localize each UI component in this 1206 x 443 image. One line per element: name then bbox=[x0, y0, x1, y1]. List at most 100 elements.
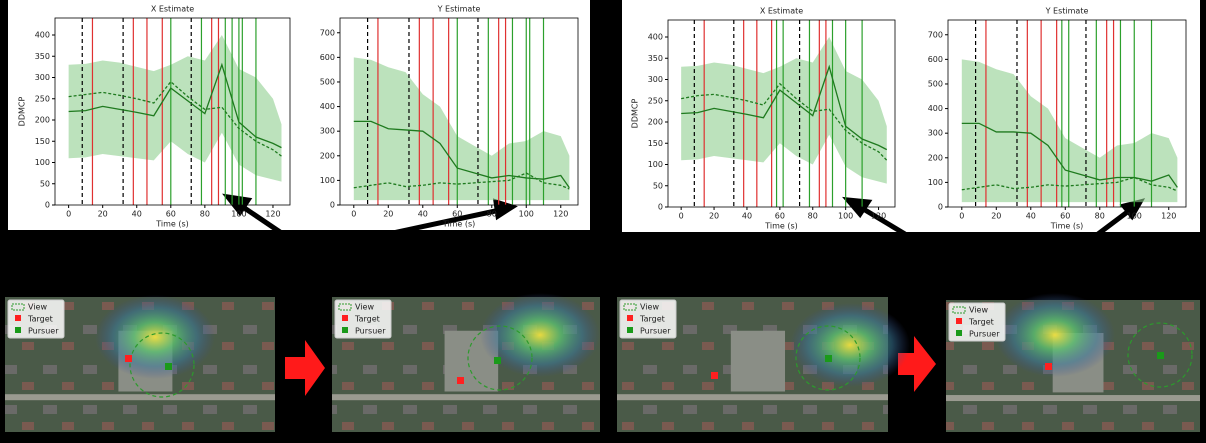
y-tick-label: 400 bbox=[648, 33, 663, 42]
target-marker bbox=[457, 377, 464, 384]
x-tick-label: 120 bbox=[265, 210, 280, 219]
x-axis-label: Time (s) bbox=[1050, 222, 1084, 231]
y-tick-label: 200 bbox=[320, 151, 335, 160]
legend-label: Pursuer bbox=[969, 330, 1000, 339]
y-tick-label: 600 bbox=[320, 53, 335, 62]
legend-swatch-pursuer bbox=[15, 327, 21, 333]
map-panel: View Target Pursuer bbox=[946, 293, 1200, 432]
chart-title: X Estimate bbox=[151, 5, 194, 14]
x-tick-label: 20 bbox=[383, 210, 393, 219]
x-tick-label: 0 bbox=[959, 212, 964, 221]
legend-swatch-target bbox=[342, 315, 348, 321]
y-tick-label: 600 bbox=[928, 55, 943, 64]
heatmap bbox=[790, 303, 910, 387]
y-tick-label: 700 bbox=[320, 28, 335, 37]
x-tick-label: 80 bbox=[487, 210, 497, 219]
target-marker bbox=[1045, 363, 1052, 370]
x-tick-label: 40 bbox=[1026, 212, 1036, 221]
x-tick-label: 80 bbox=[200, 210, 210, 219]
chart-title: Y Estimate bbox=[1045, 7, 1089, 16]
x-tick-label: 100 bbox=[519, 210, 534, 219]
y-tick-label: 0 bbox=[938, 203, 943, 212]
y-tick-label: 500 bbox=[320, 77, 335, 86]
legend-label: Pursuer bbox=[28, 327, 59, 336]
y-tick-label: 150 bbox=[35, 137, 50, 146]
x-tick-label: 60 bbox=[166, 210, 176, 219]
target-marker bbox=[711, 372, 718, 379]
x-tick-label: 0 bbox=[66, 210, 71, 219]
map-panel: View Target Pursuer bbox=[5, 295, 275, 432]
pursuer-marker bbox=[165, 363, 172, 370]
x-tick-label: 0 bbox=[351, 210, 356, 219]
heatmap bbox=[995, 293, 1115, 377]
x-tick-label: 20 bbox=[991, 212, 1001, 221]
x-tick-label: 60 bbox=[1060, 212, 1070, 221]
road bbox=[617, 394, 888, 400]
y-tick-label: 400 bbox=[928, 104, 943, 113]
y-tick-label: 400 bbox=[320, 102, 335, 111]
y-tick-label: 300 bbox=[35, 73, 50, 82]
y-tick-label: 200 bbox=[35, 116, 50, 125]
x-tick-label: 60 bbox=[452, 210, 462, 219]
legend-swatch-pursuer bbox=[342, 327, 348, 333]
x-axis-label: Time (s) bbox=[442, 220, 476, 229]
legend-swatch-target bbox=[15, 315, 21, 321]
chart-title: Y Estimate bbox=[437, 5, 481, 14]
parking-lot bbox=[731, 331, 785, 392]
heatmap bbox=[480, 293, 600, 377]
x-tick-label: 80 bbox=[1095, 212, 1105, 221]
road bbox=[5, 394, 275, 400]
x-tick-label: 100 bbox=[838, 212, 853, 221]
x-tick-label: 40 bbox=[132, 210, 142, 219]
y-tick-label: 150 bbox=[648, 139, 663, 148]
y-tick-label: 0 bbox=[45, 201, 50, 210]
pursuer-marker bbox=[825, 355, 832, 362]
legend-label: Target bbox=[639, 315, 665, 324]
y-tick-label: 200 bbox=[648, 118, 663, 127]
map-panel: View Target Pursuer bbox=[617, 297, 910, 432]
y-tick-label: 300 bbox=[928, 129, 943, 138]
y-tick-label: 350 bbox=[648, 54, 663, 63]
y-axis-label: DDMCP bbox=[18, 97, 27, 127]
legend-label: Pursuer bbox=[355, 327, 386, 336]
pursuer-marker bbox=[1157, 352, 1164, 359]
y-axis-label: DDMCP bbox=[631, 99, 640, 129]
y-tick-label: 250 bbox=[648, 96, 663, 105]
target-marker bbox=[125, 355, 132, 362]
x-tick-label: 100 bbox=[231, 210, 246, 219]
y-tick-label: 300 bbox=[648, 75, 663, 84]
legend-swatch-target bbox=[627, 315, 633, 321]
y-tick-label: 100 bbox=[648, 160, 663, 169]
y-tick-label: 350 bbox=[35, 52, 50, 61]
y-tick-label: 50 bbox=[653, 181, 663, 190]
legend-swatch-target bbox=[956, 318, 962, 324]
figure: X Estimate Time (s) DDMCP 0 20 40 60 80 100 120 0 5… bbox=[0, 0, 1206, 443]
legend-label: Target bbox=[27, 315, 53, 324]
y-tick-label: 0 bbox=[330, 201, 335, 210]
x-axis-label: Time (s) bbox=[155, 220, 189, 229]
x-tick-label: 60 bbox=[775, 212, 785, 221]
y-tick-label: 700 bbox=[928, 30, 943, 39]
chart-title: X Estimate bbox=[760, 7, 803, 16]
y-tick-label: 50 bbox=[40, 179, 50, 188]
legend-label: Pursuer bbox=[640, 327, 671, 336]
y-tick-label: 100 bbox=[320, 176, 335, 185]
road bbox=[332, 394, 600, 400]
legend-label: Target bbox=[968, 318, 994, 327]
x-tick-label: 80 bbox=[808, 212, 818, 221]
legend-label: View bbox=[969, 306, 988, 315]
legend-swatch-pursuer bbox=[627, 327, 633, 333]
x-tick-label: 40 bbox=[742, 212, 752, 221]
y-tick-label: 400 bbox=[35, 31, 50, 40]
x-tick-label: 40 bbox=[418, 210, 428, 219]
y-tick-label: 300 bbox=[320, 127, 335, 136]
x-axis-label: Time (s) bbox=[764, 222, 798, 231]
y-tick-label: 100 bbox=[35, 158, 50, 167]
legend-label: View bbox=[640, 303, 659, 312]
y-tick-label: 100 bbox=[928, 178, 943, 187]
y-tick-label: 500 bbox=[928, 79, 943, 88]
x-tick-label: 120 bbox=[553, 210, 568, 219]
x-tick-label: 20 bbox=[709, 212, 719, 221]
legend-label: View bbox=[28, 303, 47, 312]
legend-swatch-pursuer bbox=[956, 330, 962, 336]
